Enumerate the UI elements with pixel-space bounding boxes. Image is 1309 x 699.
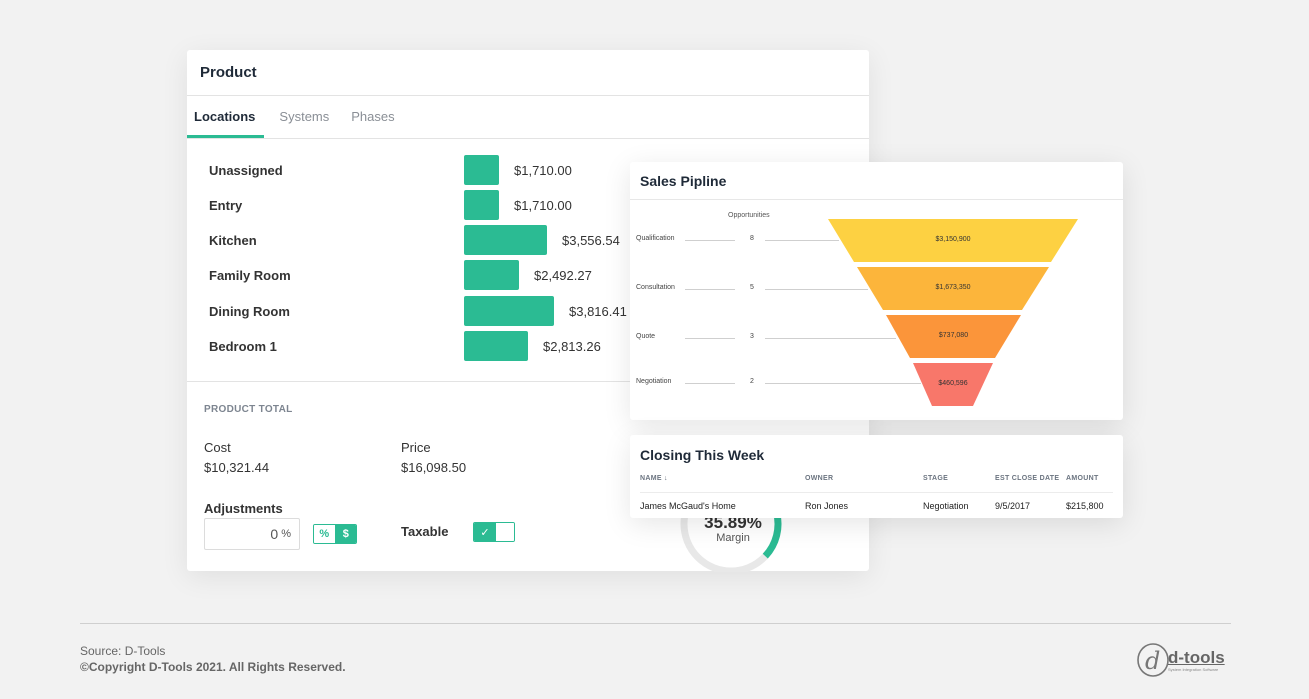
copyright-text: ©Copyright D-Tools 2021. All Rights Rese… [80, 660, 346, 674]
stage-amount: $460,596 [938, 379, 968, 387]
location-name: Unassigned [209, 162, 283, 178]
divider [187, 381, 869, 382]
stage-leader-line [765, 289, 868, 290]
product-title: Product [187, 50, 869, 96]
logo-text: d-tools [1168, 648, 1225, 667]
funnel-segment-consultation[interactable] [857, 267, 1049, 310]
location-bar [464, 225, 547, 255]
stage-leader-line [685, 240, 735, 241]
opportunities-header: Opportunities [728, 212, 770, 219]
tab-phases[interactable]: Phases [351, 109, 395, 124]
location-value: $2,492.27 [534, 267, 592, 283]
stage-count: 3 [748, 333, 756, 340]
tab-locations[interactable]: Locations [187, 109, 265, 138]
product-total-label: PRODUCT TOTAL [204, 404, 293, 415]
stage-label: Consultation [636, 284, 675, 291]
taxable-switch[interactable]: ✓ [473, 522, 515, 542]
location-value: $2,813.26 [543, 338, 601, 354]
location-value: $3,556.54 [562, 232, 620, 248]
product-tabs: Locations Systems Phases [187, 96, 869, 139]
stage-count: 2 [748, 378, 756, 385]
col-header-close-date[interactable]: EST CLOSE DATE [995, 475, 1060, 482]
location-name: Entry [209, 197, 243, 213]
row-stage: Negotiation [923, 501, 969, 511]
location-row[interactable]: Unassigned $1,710.00 [209, 155, 849, 185]
col-header-stage[interactable]: STAGE [923, 475, 949, 482]
check-icon: ✓ [474, 523, 496, 541]
adjustments-label: Adjustments [204, 501, 283, 516]
stage-leader-line [685, 289, 735, 290]
stage-leader-line [685, 383, 735, 384]
toggle-percent[interactable]: % [314, 525, 336, 543]
funnel-segment-qualification[interactable] [828, 219, 1078, 262]
closing-this-week-card: Closing This Week NAME ↓ OWNER STAGE EST… [630, 435, 1123, 518]
location-name: Dining Room [209, 303, 290, 319]
adjustment-unit: % [281, 528, 291, 540]
adjustment-value: 0 [270, 526, 279, 542]
stage-amount: $3,150,900 [935, 235, 971, 243]
stage-amount: $737,080 [938, 331, 969, 339]
col-header-amount[interactable]: AMOUNT [1066, 475, 1099, 482]
location-name: Family Room [209, 267, 291, 283]
location-row[interactable]: Entry $1,710.00 [209, 190, 849, 220]
pipeline-title: Sales Pipline [630, 162, 1123, 200]
location-bar [464, 190, 499, 220]
sales-pipeline-card: Sales Pipline Opportunities Qualificatio… [630, 162, 1123, 420]
source-text: Source: D-Tools [80, 644, 166, 658]
d-tools-logo: d [1137, 643, 1169, 677]
stage-amount: $1,673,350 [935, 283, 971, 291]
location-name: Kitchen [209, 232, 257, 248]
funnel-segment-quote[interactable] [886, 315, 1021, 358]
col-header-owner[interactable]: OWNER [805, 475, 834, 482]
row-owner: Ron Jones [805, 501, 849, 511]
location-bar [464, 155, 499, 185]
location-bar [464, 260, 519, 290]
funnel-segment-negotiation[interactable] [913, 363, 993, 406]
stage-count: 8 [748, 235, 756, 242]
toggle-dollar[interactable]: $ [335, 525, 356, 543]
stage-leader-line [765, 338, 896, 339]
funnel-svg [828, 219, 1078, 406]
col-header-name[interactable]: NAME ↓ [640, 475, 668, 482]
stage-count: 5 [748, 284, 756, 291]
location-row[interactable]: Bedroom 1 $2,813.26 [209, 331, 849, 361]
margin-label: Margin [716, 532, 750, 544]
closing-title: Closing This Week [640, 447, 765, 463]
logo-tagline: System Integration Software [1168, 667, 1219, 672]
adjustment-input[interactable]: 0 % [204, 518, 300, 550]
stage-label: Qualification [636, 235, 675, 242]
taxable-label: Taxable [401, 524, 449, 539]
cost-value: $10,321.44 [204, 460, 270, 475]
stage-label: Quote [636, 333, 656, 340]
location-bar [464, 296, 554, 326]
location-row[interactable]: Family Room $2,492.27 [209, 260, 849, 290]
location-value: $3,816.41 [569, 303, 627, 319]
tab-systems[interactable]: Systems [279, 109, 330, 124]
location-row[interactable]: Dining Room $3,816.41 [209, 296, 849, 326]
location-name: Bedroom 1 [209, 338, 277, 354]
price-value: $16,098.50 [401, 460, 467, 475]
logo-mark: d [1145, 647, 1160, 675]
stage-label: Negotiation [636, 378, 672, 385]
price-label: Price [401, 440, 431, 455]
row-name[interactable]: James McGaud's Home [640, 501, 736, 511]
cost-label: Cost [204, 440, 231, 455]
percent-dollar-toggle[interactable]: % $ [313, 524, 357, 544]
location-row[interactable]: Kitchen $3,556.54 [209, 225, 849, 255]
location-value: $1,710.00 [514, 197, 572, 213]
footer-divider [80, 623, 1231, 624]
row-amount: $215,800 [1066, 501, 1104, 511]
location-bar [464, 331, 528, 361]
stage-leader-line [765, 240, 839, 241]
stage-leader-line [685, 338, 735, 339]
location-value: $1,710.00 [514, 162, 572, 178]
row-close-date: 9/5/2017 [995, 501, 1031, 511]
stage-leader-line [765, 383, 921, 384]
